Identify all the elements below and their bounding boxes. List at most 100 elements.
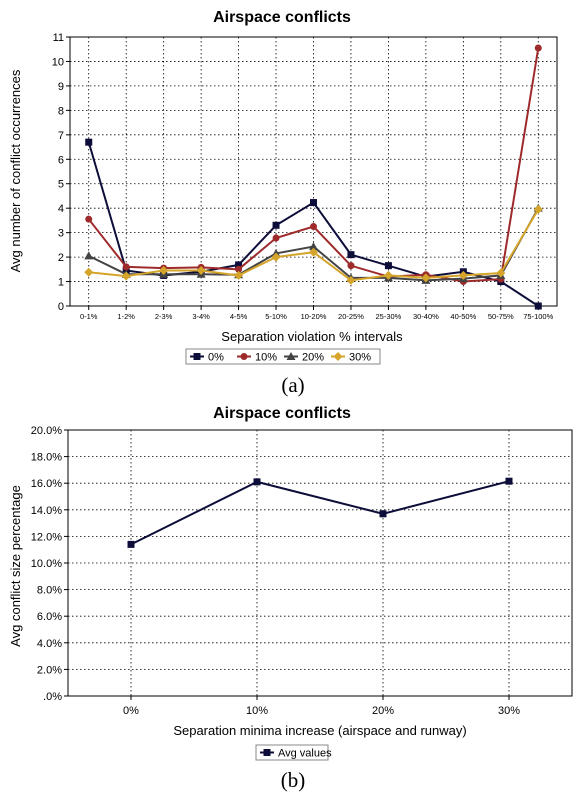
chart-b-caption: (b) bbox=[281, 768, 306, 792]
chart-b-title: Airspace conflicts bbox=[213, 405, 351, 422]
y-tick-label: 7 bbox=[58, 130, 64, 142]
x-tick-label: 20% bbox=[372, 705, 394, 717]
y-tick-label: 6.0% bbox=[37, 611, 62, 623]
data-point bbox=[84, 251, 94, 260]
data-point bbox=[384, 262, 392, 270]
x-tick-label: 20-25% bbox=[338, 312, 364, 321]
data-point bbox=[496, 268, 506, 278]
legend-swatch-marker bbox=[333, 352, 343, 361]
legend-entry: 20% bbox=[302, 352, 324, 364]
legend-swatch-marker bbox=[286, 352, 296, 360]
data-point bbox=[122, 263, 130, 271]
data-point bbox=[272, 234, 280, 242]
data-point bbox=[383, 270, 393, 280]
y-tick-label: 2.0% bbox=[37, 664, 62, 676]
data-point bbox=[253, 478, 261, 486]
data-point bbox=[196, 266, 206, 276]
y-tick-label: 4.0% bbox=[37, 638, 62, 650]
data-point bbox=[505, 477, 513, 485]
y-tick-label: 12.0% bbox=[31, 531, 62, 543]
legend-box bbox=[185, 348, 381, 365]
chart-a-title: Airspace conflicts bbox=[213, 9, 351, 26]
data-point bbox=[127, 540, 135, 548]
chart-b-xlabel: Separation minima increase (airspace and… bbox=[173, 723, 466, 738]
x-tick-label: 2-3% bbox=[155, 312, 173, 321]
chart-a-plot: 0 1 2 3 4 5 6 7 8 9 10 11 0-1% 1-2% 2-3% 3-4% 4-5% 5-10% 1… bbox=[52, 32, 558, 321]
chart-b-ylabel: Avg conflict size percentage bbox=[8, 485, 23, 647]
y-tick-label: 8.0% bbox=[37, 585, 62, 597]
series-line bbox=[130, 480, 510, 546]
data-point bbox=[533, 204, 543, 214]
y-tick-label: 11 bbox=[53, 32, 64, 44]
data-point bbox=[310, 223, 317, 231]
legend-swatch-marker bbox=[240, 353, 248, 360]
data-point bbox=[421, 273, 431, 283]
data-point bbox=[310, 199, 317, 207]
data-point bbox=[159, 266, 169, 276]
legend-entry: 0% bbox=[208, 352, 224, 364]
series-4 bbox=[84, 204, 543, 285]
data-point bbox=[309, 247, 318, 257]
y-tick-label: 1 bbox=[58, 277, 64, 289]
chart-a-ylabel: Avg number of conflict occurrences bbox=[8, 69, 23, 272]
data-point bbox=[458, 270, 468, 280]
y-tick-label: 18.0% bbox=[31, 452, 62, 464]
data-point bbox=[309, 242, 318, 251]
y-tick-label: 14.0% bbox=[31, 505, 62, 517]
x-tick-label: 3-4% bbox=[192, 312, 210, 321]
data-point bbox=[347, 262, 355, 270]
chart-b-plot: .0% 2.0% 4.0% 6.0% 8.0% 10.0% 12.0% 14.0% 16.0% 1… bbox=[31, 425, 573, 717]
x-tick-label: 50-75% bbox=[488, 312, 514, 321]
x-tick-label: 5-10% bbox=[265, 312, 287, 321]
data-point bbox=[346, 275, 356, 285]
x-tick-label: 75-100% bbox=[523, 312, 553, 321]
data-point bbox=[534, 302, 542, 310]
y-tick-label: 5 bbox=[58, 179, 64, 191]
legend-swatch-marker bbox=[193, 353, 201, 360]
x-tick-label: 4-5% bbox=[230, 312, 248, 321]
y-tick-label: .0% bbox=[43, 691, 62, 703]
x-tick-label: 30% bbox=[498, 705, 520, 717]
data-point bbox=[234, 270, 244, 280]
y-tick-label: 0 bbox=[58, 301, 64, 313]
series-1 bbox=[127, 477, 513, 548]
x-tick-label: 10-20% bbox=[301, 312, 327, 321]
chart-a-caption: (a) bbox=[281, 373, 304, 397]
y-tick-label: 10.0% bbox=[31, 558, 62, 570]
y-tick-label: 20.0% bbox=[31, 425, 62, 437]
y-tick-label: 8 bbox=[58, 105, 64, 117]
x-tick-label: 0% bbox=[123, 705, 139, 717]
x-tick-label: 40-50% bbox=[450, 312, 476, 321]
data-point bbox=[84, 267, 94, 277]
data-point bbox=[235, 261, 243, 269]
chart-a-xlabel: Separation violation % intervals bbox=[221, 329, 403, 344]
chart-b-legend: Avg values bbox=[255, 744, 332, 761]
data-point bbox=[235, 265, 243, 273]
chart-a-legend: 0% 10% 20% 30% bbox=[185, 348, 381, 365]
y-tick-label: 16.0% bbox=[31, 478, 62, 490]
x-tick-label: 25-30% bbox=[375, 312, 401, 321]
data-point bbox=[347, 251, 355, 259]
legend-entry: Avg values bbox=[278, 748, 332, 760]
x-tick-label: 30-40% bbox=[413, 312, 439, 321]
data-point bbox=[85, 138, 93, 146]
y-tick-label: 2 bbox=[58, 252, 64, 264]
y-tick-label: 4 bbox=[58, 203, 64, 215]
data-point bbox=[85, 215, 93, 223]
x-tick-label: 10% bbox=[246, 705, 268, 717]
y-tick-label: 6 bbox=[58, 154, 64, 166]
legend-box bbox=[255, 744, 329, 761]
data-point bbox=[272, 221, 280, 229]
y-tick-label: 9 bbox=[58, 81, 64, 93]
x-tick-label: 0-1% bbox=[80, 312, 98, 321]
x-tick-label: 1-2% bbox=[117, 312, 135, 321]
legend-entry: 10% bbox=[255, 352, 277, 364]
legend-entry: 30% bbox=[349, 352, 371, 364]
legend-swatch-marker bbox=[263, 749, 271, 756]
y-tick-label: 3 bbox=[58, 228, 64, 240]
data-point bbox=[121, 271, 131, 281]
data-point bbox=[379, 510, 387, 518]
data-point bbox=[271, 252, 281, 262]
